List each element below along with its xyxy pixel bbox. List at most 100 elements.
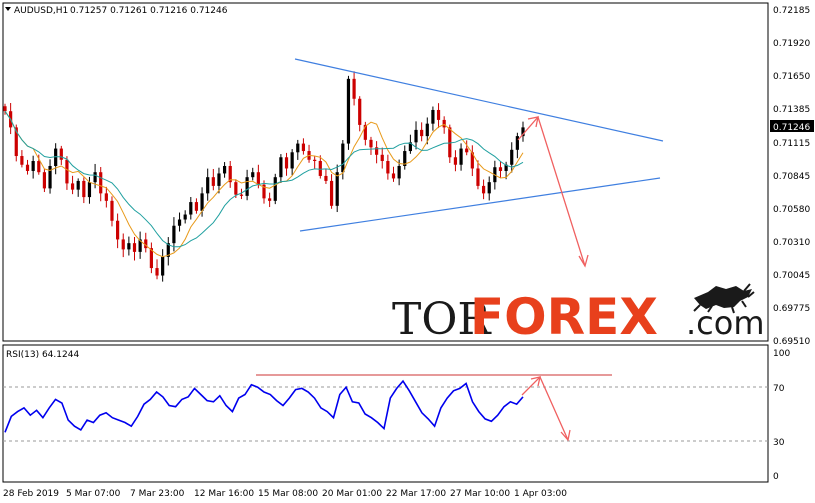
price-tick: 0.71115 xyxy=(773,139,810,149)
header-symbol: AUDUSD,H1 xyxy=(14,6,68,16)
candle-body xyxy=(82,180,86,198)
candle-body xyxy=(144,239,148,249)
candle-body xyxy=(335,172,339,206)
candle-body xyxy=(234,182,238,195)
candle-body xyxy=(183,214,187,220)
candle-body xyxy=(149,248,153,269)
candle-body xyxy=(515,136,519,150)
candle-body xyxy=(296,143,300,153)
candle-body xyxy=(386,161,390,174)
price-panel xyxy=(2,2,769,342)
candle-body xyxy=(251,172,255,178)
candle-body xyxy=(127,243,131,250)
candle-body xyxy=(59,148,63,160)
time-axis: 28 Feb 2019 5 Mar 07:00 7 Mar 23:00 12 M… xyxy=(3,489,567,499)
current-price-marker: 0.71246 xyxy=(770,120,814,133)
bull-icon xyxy=(693,283,755,314)
candle-body xyxy=(121,239,125,250)
rsi-tick: 100 xyxy=(773,349,790,359)
moving-averages-layer xyxy=(4,110,524,258)
candle-body xyxy=(222,165,227,174)
candle-body xyxy=(25,164,30,171)
candle-body xyxy=(31,161,35,171)
candle-body xyxy=(211,177,215,186)
candle-body xyxy=(363,124,367,140)
candle-body xyxy=(358,98,362,125)
triangle-upper-trendline[interactable] xyxy=(294,58,664,142)
candle-body xyxy=(431,109,435,124)
ma-fast-line xyxy=(4,110,524,258)
rsi-layer xyxy=(4,379,524,433)
logo-text-forex: FOREX xyxy=(470,288,658,346)
rsi-tick: 70 xyxy=(773,384,785,394)
price-tick: 0.69510 xyxy=(773,337,810,347)
time-label: 22 Mar 17:00 xyxy=(386,489,446,499)
candle-body xyxy=(206,177,210,194)
candle-body xyxy=(200,193,204,211)
price-tick: 0.71920 xyxy=(773,39,810,49)
candle-body xyxy=(448,127,452,158)
header-dropdown-icon[interactable] xyxy=(5,7,11,11)
candle-body xyxy=(155,268,159,276)
price-tick: 0.72185 xyxy=(773,6,810,16)
candle-body xyxy=(313,159,317,162)
candle-body xyxy=(256,172,260,185)
candle-body xyxy=(65,159,69,184)
candle-body xyxy=(37,161,41,173)
candle-body xyxy=(262,184,266,199)
time-label: 15 Mar 08:00 xyxy=(258,489,318,499)
time-label: 5 Mar 07:00 xyxy=(66,489,121,499)
candle-body xyxy=(459,148,463,165)
time-label: 28 Feb 2019 xyxy=(3,489,59,499)
rsi-tick: 30 xyxy=(773,438,785,448)
candle-body xyxy=(54,148,58,166)
logo-text-com: .com xyxy=(686,304,765,342)
rsi-line xyxy=(4,379,524,433)
candle-body xyxy=(217,173,221,186)
candle-body xyxy=(268,198,272,201)
candle-body xyxy=(414,129,418,143)
candle-body xyxy=(504,164,508,171)
candle-body xyxy=(346,78,351,144)
candle-body xyxy=(481,185,486,194)
price-tick: 0.69775 xyxy=(773,304,810,314)
candle-body xyxy=(341,143,345,173)
candle-body xyxy=(420,129,424,137)
price-tick: 0.70845 xyxy=(773,172,810,182)
price-tick: 0.71650 xyxy=(773,72,810,82)
candle-body xyxy=(116,220,120,240)
ma-slow-line xyxy=(4,110,524,248)
price-tick: 0.70580 xyxy=(773,205,810,215)
time-label: 7 Mar 23:00 xyxy=(130,489,185,499)
candle-body xyxy=(442,119,446,128)
rsi-forecast-arrow xyxy=(521,375,571,442)
candle-body xyxy=(273,177,277,201)
time-label: 20 Mar 01:00 xyxy=(322,489,382,499)
price-tick: 0.70045 xyxy=(773,271,810,281)
candle-body xyxy=(487,182,491,194)
price-tick: 0.70310 xyxy=(773,238,810,248)
candle-body xyxy=(375,147,379,155)
candle-body xyxy=(403,151,407,166)
candle-body xyxy=(301,143,306,152)
candle-body xyxy=(87,182,92,198)
candle-body xyxy=(166,243,170,257)
price-tick: 0.71385 xyxy=(773,105,810,115)
triangle-lower-trendline[interactable] xyxy=(299,177,661,232)
candle-body xyxy=(239,194,244,196)
candle-body xyxy=(290,152,294,169)
candle-body xyxy=(329,180,334,206)
candle-body xyxy=(161,256,165,276)
candle-body xyxy=(476,168,480,186)
logo-text-tor: TOR xyxy=(392,294,492,345)
candle-body xyxy=(228,165,232,183)
candle-body xyxy=(391,173,396,179)
candle-body xyxy=(318,161,322,176)
candle-body xyxy=(194,202,199,211)
candle-body xyxy=(397,165,401,179)
candles-layer xyxy=(3,71,525,282)
time-label: 1 Apr 03:00 xyxy=(514,489,567,499)
candle-body xyxy=(14,127,18,157)
forecast-arrow xyxy=(517,115,589,268)
